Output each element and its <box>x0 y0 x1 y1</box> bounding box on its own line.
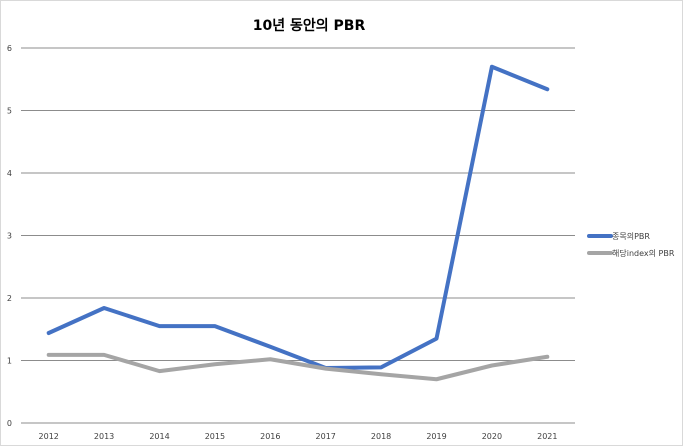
x-tick-label: 2018 <box>371 432 391 441</box>
series-line-2 <box>46 352 550 382</box>
y-tick-label: 0 <box>7 419 12 428</box>
x-tick-label: 2014 <box>149 432 169 441</box>
legend-label-2: 해당index의 PBR <box>612 248 675 258</box>
y-tick-label: 5 <box>7 107 12 116</box>
series-lines <box>46 64 550 382</box>
chart-title: 10년 동안의 PBR <box>253 17 366 34</box>
gridlines <box>21 47 575 424</box>
y-tick-label: 3 <box>7 232 12 241</box>
x-tick-label: 2020 <box>482 432 502 441</box>
x-tick-label: 2013 <box>94 432 114 441</box>
series-line-1 <box>46 64 550 370</box>
x-tick-label: 2019 <box>426 432 446 441</box>
legend: 종목의PBR 해당index의 PBR <box>587 231 675 258</box>
y-tick-label: 1 <box>7 357 12 366</box>
x-tick-label: 2021 <box>537 432 557 441</box>
x-tick-label: 2012 <box>39 432 59 441</box>
x-tick-label: 2016 <box>260 432 280 441</box>
legend-label-1: 종목의PBR <box>612 231 650 241</box>
y-tick-label: 6 <box>7 44 12 53</box>
x-tick-label: 2015 <box>205 432 225 441</box>
y-axis-ticks: 0 1 2 3 4 5 6 <box>7 44 12 428</box>
y-tick-label: 2 <box>7 294 12 303</box>
x-tick-label: 2017 <box>316 432 336 441</box>
x-axis-ticks: 2012 2013 2014 2015 2016 2017 2018 2019 2020 2021 <box>39 432 558 441</box>
y-tick-label: 4 <box>7 169 12 178</box>
